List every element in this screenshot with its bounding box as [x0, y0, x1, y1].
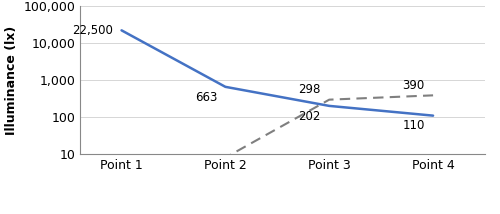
Daylight	[118, 29, 124, 32]
Daylight	[326, 105, 332, 107]
Artificial lighting	[118, 156, 124, 159]
Text: 390: 390	[402, 79, 425, 92]
Text: 110: 110	[402, 119, 425, 132]
Y-axis label: Illuminance (lx): Illuminance (lx)	[4, 26, 18, 135]
Daylight	[430, 114, 436, 117]
Line: Artificial lighting: Artificial lighting	[122, 95, 433, 158]
Artificial lighting	[430, 94, 436, 97]
Text: 202: 202	[298, 110, 321, 123]
Artificial lighting	[222, 156, 228, 159]
Daylight	[222, 86, 228, 88]
Text: 22,500: 22,500	[72, 24, 113, 37]
Artificial lighting	[326, 98, 332, 101]
Text: 663: 663	[194, 91, 217, 104]
Line: Daylight: Daylight	[122, 30, 433, 116]
Text: 298: 298	[298, 83, 321, 96]
